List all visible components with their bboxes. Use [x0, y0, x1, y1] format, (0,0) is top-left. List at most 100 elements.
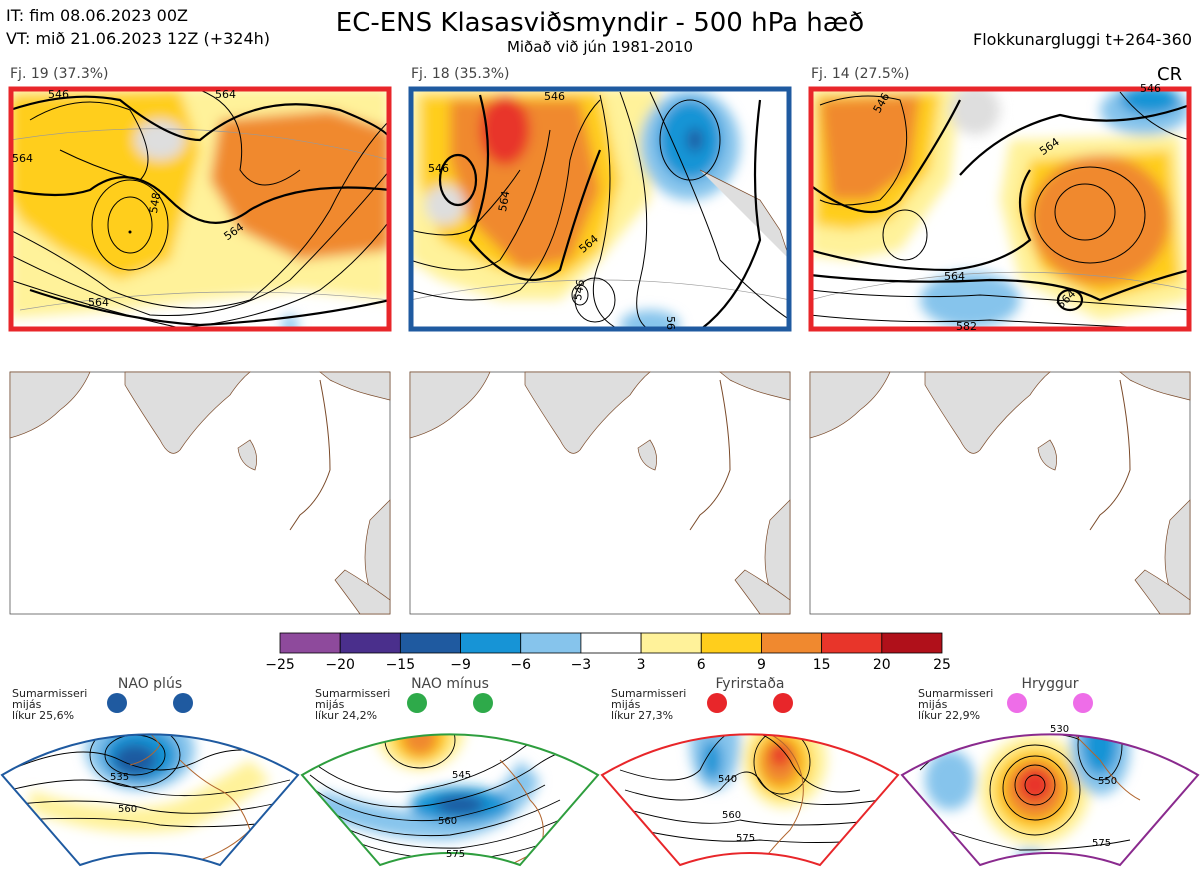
cluster-1-contour-label: 546 [48, 88, 69, 101]
regime-2-dot-right [473, 693, 493, 713]
regime-3-dot-left [707, 693, 727, 713]
cluster-3-frame [808, 86, 1192, 332]
legend-tick-label: −9 [450, 657, 471, 673]
cluster-2-label: Fj. 18 (35.3%) [411, 66, 510, 82]
legend-swatch [279, 632, 341, 654]
regime-4-contour-label: 530 [1050, 724, 1069, 735]
legend-tick-label: −6 [510, 657, 531, 673]
regime-1-season: Sumarmisseri [12, 687, 88, 700]
regime-2-contour-label: 545 [452, 770, 471, 781]
legend-tick-label: 3 [637, 657, 646, 673]
cluster-1-map [10, 88, 390, 330]
cluster-2-contour-label: 546 [428, 162, 449, 175]
empty-map-1 [9, 371, 391, 615]
regime-1-likelihood: líkur 25,6% [12, 709, 75, 722]
regime-1-contour-label: 560 [118, 804, 137, 815]
regime-2-frame [300, 733, 600, 867]
regime-3-info: Sumarmisseri mijás líkur 27,3% [611, 688, 686, 721]
legend-tick-label: −25 [265, 657, 295, 673]
legend-swatch [460, 632, 522, 654]
regime-3-season: Sumarmisseri [611, 687, 687, 700]
regime-3-mean: mijás [611, 698, 641, 711]
regime-3-title: Fyrirstaða [715, 676, 785, 692]
colorbar-legend: −25 −20 −15 −9 −6 −3 3 6 9 15 20 25 [265, 632, 951, 673]
regime-4-frame [900, 733, 1200, 867]
regime-4-info: Sumarmisseri mijás líkur 22,9% [918, 688, 993, 721]
legend-tick-label: 20 [873, 657, 891, 673]
regime-3-dot-right [773, 693, 793, 713]
legend-tick-label: 25 [933, 657, 951, 673]
regime-4-dot-right [1073, 693, 1093, 713]
chart-subtitle: Miðað við jún 1981-2010 [506, 38, 694, 56]
cluster-2-map [410, 88, 790, 330]
cluster-3-extra: CR [1157, 64, 1183, 85]
regime-4-season: Sumarmisseri [918, 687, 994, 700]
legend-tick-label: 15 [813, 657, 831, 673]
regime-1-contour-label: 535 [110, 772, 129, 783]
regime-1-mean: mijás [12, 698, 42, 711]
legend-tick-label: 6 [697, 657, 706, 673]
cluster-2-contour-label: 546 [544, 90, 565, 103]
regime-4-likelihood: líkur 22,9% [918, 709, 981, 722]
regime-3-contour-label: 540 [718, 774, 737, 785]
legend-swatch [339, 632, 401, 654]
empty-map-2 [409, 371, 791, 615]
cluster-1-contour-label: 564 [215, 88, 236, 101]
chart-title: EC-ENS Klasasviðsmyndir - 500 hPa hæð [335, 8, 865, 38]
regime-3-likelihood: líkur 27,3% [611, 709, 674, 722]
regime-1-info: Sumarmisseri mijás líkur 25,6% [12, 688, 87, 721]
regime-3-frame [600, 733, 900, 867]
regime-1-dot-right [173, 693, 193, 713]
regime-3-contour-label: 575 [736, 833, 755, 844]
regime-4-mean: mijás [918, 698, 948, 711]
legend-swatch [761, 632, 823, 654]
cluster-2-frame [408, 86, 792, 332]
regime-1-frame [0, 733, 300, 867]
regime-4-contour-label: 550 [1098, 776, 1117, 787]
legend-swatch [881, 632, 943, 654]
legend-swatch [520, 632, 582, 654]
regime-2-title: NAO mínus [411, 676, 489, 692]
regime-2-mean: mijás [315, 698, 345, 711]
regime-4-contour-label: 575 [1092, 838, 1111, 849]
cluster-1-frame [8, 86, 392, 332]
cluster-2-contour-label: 564 [496, 190, 512, 213]
legend-swatch [580, 632, 642, 654]
legend-swatch [640, 632, 702, 654]
init-time: IT: fim 08.06.2023 00Z [6, 6, 188, 25]
regime-2-contour-label: 560 [438, 816, 457, 827]
cluster-2-contour-label: 546 [571, 279, 587, 302]
legend-tick-label: −15 [386, 657, 416, 673]
regime-2-likelihood: líkur 24,2% [315, 709, 378, 722]
header-times: IT: fim 08.06.2023 00Z VT: mið 21.06.202… [6, 4, 270, 50]
legend-swatch [700, 632, 762, 654]
regime-4-title: Hryggur [1021, 676, 1079, 692]
regime-4-dot-left [1007, 693, 1027, 713]
legend-tick-label: −3 [571, 657, 592, 673]
legend-swatch [399, 632, 461, 654]
regime-3-contour-label: 560 [722, 810, 741, 821]
cluster-3-map [810, 88, 1190, 330]
cluster-1-contour-label: 564 [88, 296, 109, 309]
valid-time: VT: mið 21.06.2023 12Z (+324h) [6, 29, 271, 48]
cluster-1-label: Fj. 19 (37.3%) [10, 66, 109, 82]
regime-2-dot-left [407, 693, 427, 713]
cluster-3-contour-label: 582 [956, 320, 977, 333]
cluster-1-contour-label: 564 [12, 152, 33, 165]
regime-2-season: Sumarmisseri [315, 687, 391, 700]
regime-1-title: NAO plús [117, 676, 183, 692]
empty-map-3 [809, 371, 1191, 615]
legend-tick-label: −20 [325, 657, 355, 673]
cluster-3-label: Fj. 14 (27.5%) [811, 66, 910, 82]
cluster-3-contour-label: 546 [1140, 82, 1161, 95]
regime-1-dot-left [107, 693, 127, 713]
cluster-3-contour-label: 564 [944, 270, 965, 283]
legend-tick-label: 9 [757, 657, 766, 673]
cluster-1-contour-label: 548 [147, 192, 163, 215]
regime-dots [107, 693, 1093, 713]
legend-swatch [821, 632, 883, 654]
cluster-2-contour-label: 56 [664, 316, 677, 330]
regime-2-info: Sumarmisseri mijás líkur 24,2% [315, 688, 390, 721]
regime-2-contour-label: 575 [446, 849, 465, 860]
